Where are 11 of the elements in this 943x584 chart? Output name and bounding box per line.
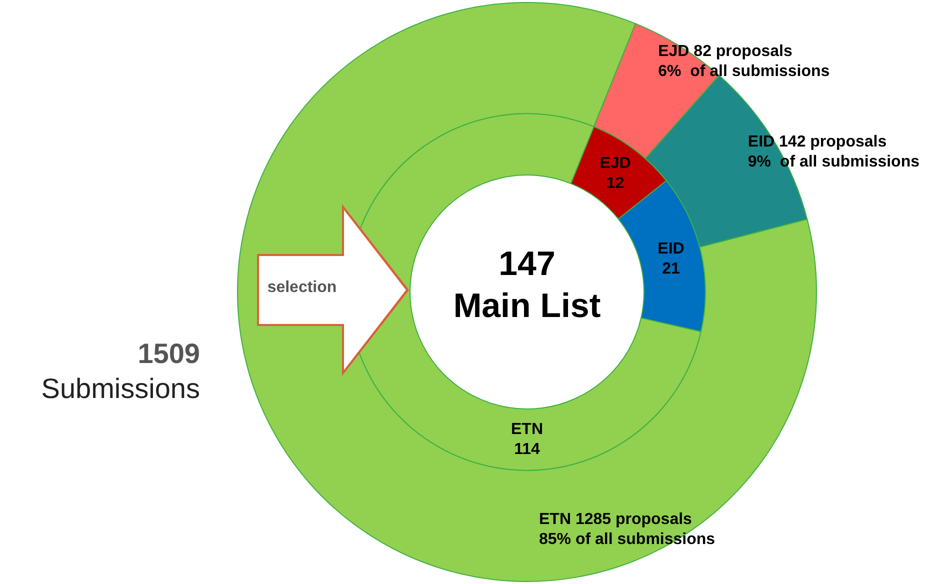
slice-label: ETN (511, 421, 543, 438)
data-label: 12 (606, 174, 624, 192)
slice-label: EID (658, 240, 684, 258)
slice-label: EJD (600, 154, 631, 172)
data-label: 21 (662, 260, 680, 278)
text: Main List (452, 287, 602, 326)
text: 147 (498, 245, 556, 284)
text: Submissions (40, 373, 200, 405)
text: selection (266, 279, 338, 297)
text: 1509 (136, 338, 200, 370)
data-label: 114 (514, 441, 540, 458)
